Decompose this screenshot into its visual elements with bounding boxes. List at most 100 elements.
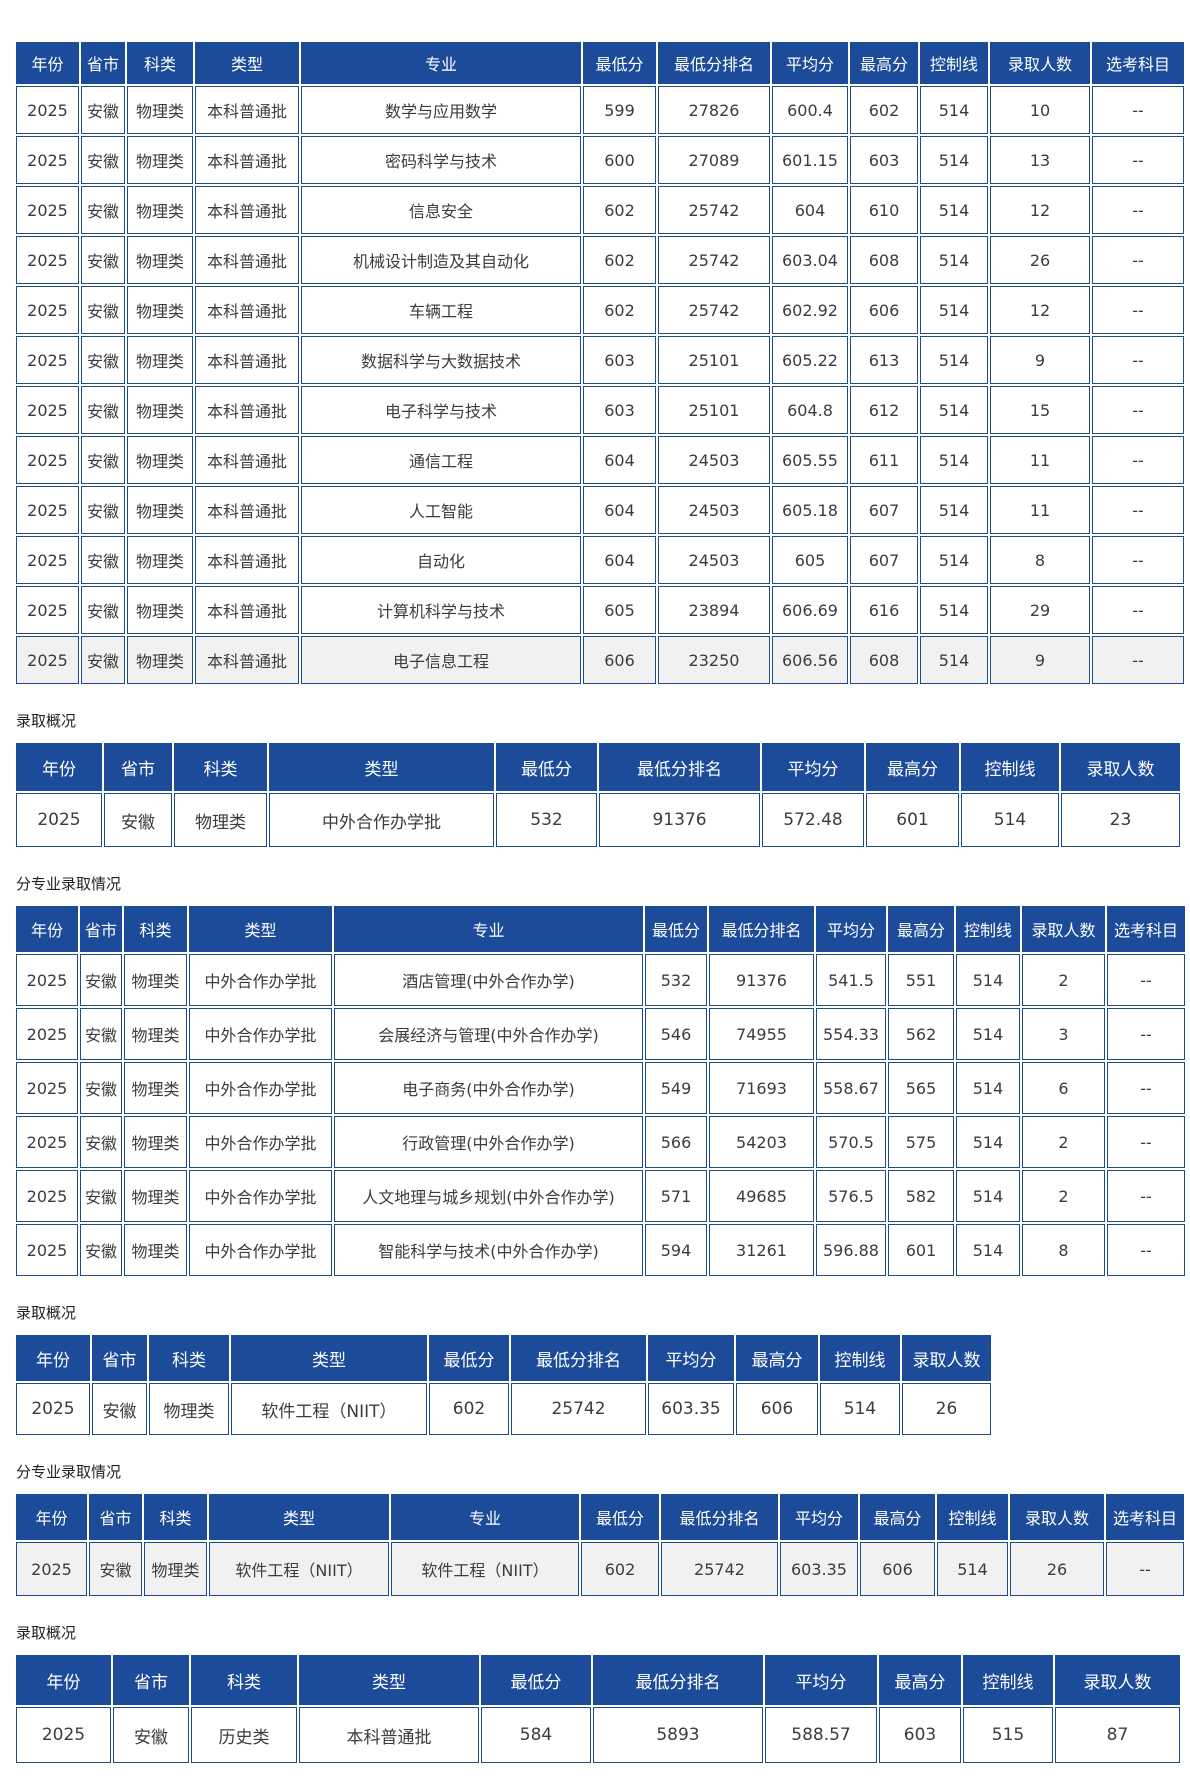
table-cell: 599 — [583, 86, 656, 134]
header-row: 年份 省市 科类 类型 专业 最低分 最低分排名 平均分 最高分 控制线 录取人数 选考科目 — [16, 42, 1184, 84]
table-cell: 本科普通批 — [195, 286, 299, 334]
table-cell: 中外合作办学批 — [269, 793, 494, 847]
table-cell: 信息安全 — [301, 186, 581, 234]
column-header: 录取人数 — [902, 1335, 991, 1381]
table-cell: 588.57 — [765, 1707, 877, 1763]
table-cell: 数学与应用数学 — [301, 86, 581, 134]
table-row: 2025 安徽 物理类 本科普通批 计算机科学与技术 605 23894 606.69 616 5… — [16, 586, 1184, 634]
table-cell: -- — [1107, 954, 1185, 1006]
column-header: 平均分 — [780, 1494, 858, 1540]
table-cell: 2025 — [16, 1224, 78, 1276]
table-cell: 计算机科学与技术 — [301, 586, 581, 634]
column-header: 年份 — [16, 1655, 111, 1705]
column-header: 最高分 — [866, 743, 959, 791]
table-cell: -- — [1107, 1224, 1185, 1276]
table-cell: 2025 — [16, 1116, 78, 1168]
table-cell: -- — [1092, 586, 1184, 634]
table-cell: 605.55 — [772, 436, 848, 484]
table-body: 2025 安徽 物理类 中外合作办学批 酒店管理(中外合作办学) 532 91376 541.… — [16, 954, 1185, 1276]
table-cell: 612 — [850, 386, 918, 434]
table-cell: 物理类 — [127, 436, 193, 484]
table-cell: 物理类 — [124, 954, 187, 1006]
table-cell: 514 — [956, 954, 1020, 1006]
admissions-table: 年份 省市 科类 类型 专业 最低分 最低分排名 平均分 最高分 控制线 录取人数 选考科目 2025… — [14, 40, 1186, 686]
table-row: 2025 安徽 物理类 本科普通批 电子信息工程 606 23250 606.56 608 514… — [16, 636, 1184, 684]
column-header: 专业 — [391, 1494, 579, 1540]
column-header: 最低分 — [429, 1335, 509, 1381]
table-row: 2025 安徽 物理类 软件工程（NIIT） 软件工程（NIIT） 602 25742 603… — [16, 1542, 1184, 1596]
table-row: 2025 安徽 物理类 本科普通批 自动化 604 24503 605 607 514 8 -- — [16, 536, 1184, 584]
table-cell: 608 — [850, 236, 918, 284]
section-label: 分专业录取情况 — [16, 1463, 122, 1481]
table-cell: -- — [1106, 1542, 1184, 1596]
table-row: 2025 安徽 物理类 中外合作办学批 行政管理(中外合作办学) 566 54203 570.… — [16, 1116, 1185, 1168]
table-cell: 514 — [937, 1542, 1008, 1596]
table-cell: 601 — [866, 793, 959, 847]
table-cell: -- — [1092, 386, 1184, 434]
table-row: 2025 安徽 物理类 本科普通批 密码科学与技术 600 27089 601.15 603 51… — [16, 136, 1184, 184]
table-cell: 2025 — [16, 536, 79, 584]
table-row: 2025 安徽 物理类 中外合作办学批 智能科学与技术(中外合作办学) 594 31261 5… — [16, 1224, 1185, 1276]
table-cell: 26 — [990, 236, 1090, 284]
admissions-table: 年份 省市 科类 类型 最低分 最低分排名 平均分 最高分 控制线 录取人数 2025 安徽 物理类软… — [14, 1333, 993, 1437]
column-header: 最低分 — [481, 1655, 591, 1705]
table-cell: 本科普通批 — [195, 436, 299, 484]
table-cell: 541.5 — [816, 954, 886, 1006]
table-cell: 2025 — [16, 136, 79, 184]
column-header: 省市 — [113, 1655, 189, 1705]
table-cell: 514 — [920, 186, 988, 234]
column-header: 科类 — [144, 1494, 207, 1540]
table-cell: 中外合作办学批 — [189, 1062, 332, 1114]
table-cell: 10 — [990, 86, 1090, 134]
column-header: 类型 — [231, 1335, 427, 1381]
column-header: 录取人数 — [1055, 1655, 1180, 1705]
table-cell: 2 — [1022, 954, 1105, 1006]
column-header: 最低分排名 — [661, 1494, 778, 1540]
table-cell: 安徽 — [81, 636, 125, 684]
table-cell: 密码科学与技术 — [301, 136, 581, 184]
table-cell: 27826 — [658, 86, 770, 134]
column-header: 最低分 — [496, 743, 597, 791]
table-cell: 25101 — [658, 386, 770, 434]
table-cell: 514 — [820, 1383, 900, 1435]
table-row: 2025 安徽 物理类 中外合作办学批 532 91376 572.48 601 514 23 — [16, 793, 1180, 847]
table-cell: 自动化 — [301, 536, 581, 584]
table-cell: 安徽 — [81, 286, 125, 334]
table-cell: 物理类 — [124, 1116, 187, 1168]
table-cell: -- — [1107, 1116, 1185, 1168]
table-cell: 物理类 — [127, 236, 193, 284]
table-cell: 594 — [645, 1224, 707, 1276]
table-body: 2025 安徽 历史类 本科普通批 584 5893 588.57 603 515 87 — [16, 1707, 1180, 1763]
section: 录取概况 年份 省市 科类 类型 最低分 最低分排名 平均分 最高分 控制线 录取人数 2025 安… — [14, 710, 1180, 849]
column-header: 最高分 — [860, 1494, 935, 1540]
table-cell: 智能科学与技术(中外合作办学) — [334, 1224, 643, 1276]
table-cell: 25742 — [658, 236, 770, 284]
section-label: 录取概况 — [16, 1304, 77, 1322]
table-cell: 562 — [888, 1008, 954, 1060]
table-cell: 9 — [990, 636, 1090, 684]
table-cell: 600.4 — [772, 86, 848, 134]
table-cell: 514 — [956, 1062, 1020, 1114]
column-header: 录取人数 — [990, 42, 1090, 84]
table-cell: 514 — [956, 1116, 1020, 1168]
table-body: 2025 安徽 物理类 软件工程（NIIT） 软件工程（NIIT） 602 25742 603… — [16, 1542, 1184, 1596]
table-cell: 514 — [920, 486, 988, 534]
section-label: 录取概况 — [16, 1624, 77, 1642]
table-cell: 2025 — [16, 954, 78, 1006]
section: 年份 省市 科类 类型 专业 最低分 最低分排名 平均分 最高分 控制线 录取人数 选考科目 2025… — [14, 40, 1184, 686]
table-cell: 2 — [1022, 1170, 1105, 1222]
column-header: 录取人数 — [1061, 743, 1180, 791]
column-header: 省市 — [80, 906, 122, 952]
table-cell: 本科普通批 — [195, 386, 299, 434]
table-cell: 566 — [645, 1116, 707, 1168]
table-row: 2025 安徽 物理类 中外合作办学批 电子商务(中外合作办学) 549 71693 558.… — [16, 1062, 1185, 1114]
table-cell: -- — [1092, 136, 1184, 184]
table-cell: 584 — [481, 1707, 591, 1763]
column-header: 科类 — [124, 906, 187, 952]
table-row: 2025 安徽 物理类 中外合作办学批 酒店管理(中外合作办学) 532 91376 541.… — [16, 954, 1185, 1006]
section: 分专业录取情况 年份 省市 科类 类型 专业 最低分 最低分排名 平均分 最高分 控制线 录取人数选… — [14, 873, 1185, 1278]
table-cell: 565 — [888, 1062, 954, 1114]
table-cell: 本科普通批 — [195, 136, 299, 184]
table-cell: 71693 — [709, 1062, 814, 1114]
table-cell: 601.15 — [772, 136, 848, 184]
